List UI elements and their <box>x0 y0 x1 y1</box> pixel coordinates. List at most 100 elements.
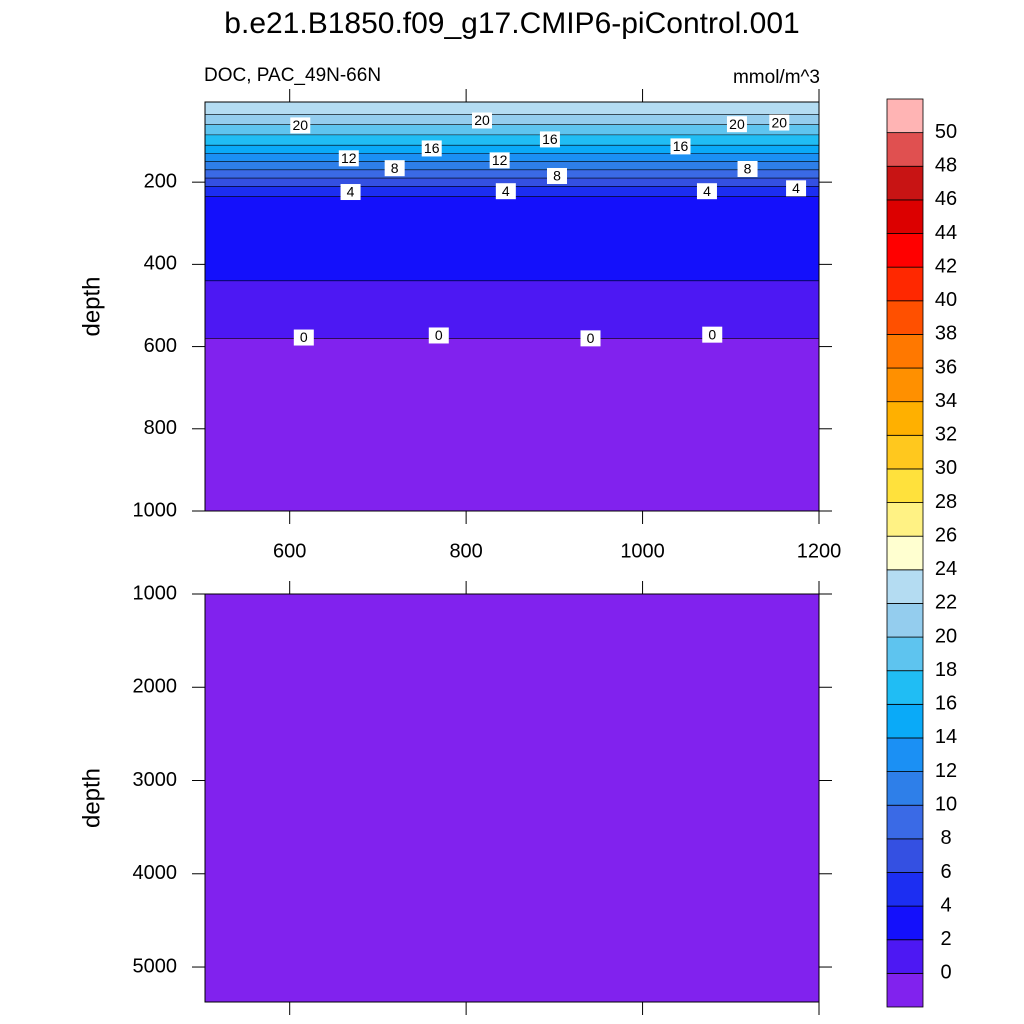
contour-band <box>205 594 819 1002</box>
contour-label-box <box>384 160 405 177</box>
contour-label: 20 <box>729 116 745 132</box>
colorbar-label: 36 <box>935 356 957 378</box>
colorbar-label: 18 <box>935 659 957 681</box>
contour-label: 16 <box>673 138 689 154</box>
y-tick-label: 2000 <box>133 676 178 698</box>
x-tick-label: 600 <box>273 540 306 562</box>
contour-label-box <box>670 138 691 155</box>
colorbar-box <box>886 367 924 403</box>
y-tick-label: 3000 <box>133 769 178 791</box>
contour-label: 8 <box>553 168 561 184</box>
colorbar-label: 38 <box>935 323 957 345</box>
contour-label-box <box>580 330 601 347</box>
plot-frame <box>204 101 820 512</box>
contour-label: 4 <box>347 184 355 200</box>
colorbar-box <box>886 434 924 470</box>
colorbar-label: 2 <box>940 928 951 950</box>
contour-label: 12 <box>341 150 357 166</box>
contour-band <box>205 145 819 154</box>
colorbar-box <box>886 334 924 369</box>
colorbar-label: 46 <box>935 188 957 210</box>
colorbar-box <box>886 266 924 302</box>
contour-label: 0 <box>435 327 443 343</box>
contour-label: 8 <box>391 160 399 176</box>
colorbar-label: 48 <box>935 155 957 177</box>
colorbar-box <box>886 569 924 604</box>
contour-label-box <box>428 327 449 344</box>
contour-label: 16 <box>424 140 440 156</box>
contour-band <box>205 153 819 163</box>
colorbar-box <box>886 502 924 537</box>
contour-band <box>205 178 819 187</box>
colorbar-box <box>886 165 924 201</box>
x-tick-label: 800 <box>449 540 482 562</box>
contour-label-box <box>489 152 510 169</box>
y-tick-label: 1000 <box>133 582 178 604</box>
y-tick-label: 600 <box>144 335 177 357</box>
colorbar-label: 12 <box>935 760 957 782</box>
contour-label: 20 <box>772 114 788 130</box>
contour-label-box <box>696 183 717 200</box>
plot-area <box>205 594 819 1002</box>
y-tick-label: 4000 <box>133 862 178 884</box>
contour-label: 20 <box>292 117 308 133</box>
colorbar-box <box>886 535 924 571</box>
contour-label-box <box>546 167 567 184</box>
colorbar-label: 30 <box>935 457 957 479</box>
contour-band <box>205 196 819 282</box>
colorbar-label: 28 <box>935 491 957 513</box>
contour-label-box <box>769 114 790 131</box>
contour-label-box <box>737 161 758 178</box>
contour-label-box <box>340 184 361 201</box>
colorbar-box <box>886 132 924 167</box>
colorbar-label: 20 <box>935 625 957 647</box>
y-tick-label: 200 <box>144 170 177 192</box>
contour-label: 4 <box>502 183 510 199</box>
contour-band <box>205 102 819 115</box>
y-tick-label: 800 <box>144 417 177 439</box>
contour-label-box <box>472 112 493 129</box>
contour-label-box <box>786 180 807 197</box>
contour-label-box <box>539 131 560 148</box>
colorbar-box <box>886 737 924 772</box>
contour-band <box>205 169 819 179</box>
contour-label: 4 <box>792 180 800 196</box>
contour-band <box>205 124 819 136</box>
colorbar-box <box>886 872 924 907</box>
y-tick-label: 5000 <box>133 955 178 977</box>
colorbar-box <box>886 939 924 974</box>
colorbar-box <box>886 905 924 941</box>
contour-band <box>205 114 819 126</box>
colorbar-box <box>886 703 924 739</box>
y-axis-label: depth <box>78 768 105 828</box>
contour-band <box>205 161 819 171</box>
plot-frame <box>204 593 820 1003</box>
colorbar-label: 0 <box>940 962 951 984</box>
colorbar-box <box>886 233 924 268</box>
colorbar-label: 16 <box>935 693 957 715</box>
colorbar-box <box>886 838 924 873</box>
plot-area: 20 20 16 20 20 12 16 12 16 8 8 8 4 4 4 4 0 0 0 0 <box>205 102 819 511</box>
contour-label-box <box>495 183 516 200</box>
contour-label: 0 <box>708 326 716 342</box>
x-tick-label: 1000 <box>620 540 665 562</box>
contour-band <box>205 338 819 511</box>
colorbar-box <box>886 771 924 806</box>
contour-band <box>205 134 819 146</box>
y-tick-label: 1000 <box>133 499 178 521</box>
colorbar-box <box>886 804 924 840</box>
colorbar-label: 34 <box>935 390 957 412</box>
colorbar-box <box>886 636 924 672</box>
colorbar-label: 44 <box>935 222 957 244</box>
colorbar-box <box>886 468 924 503</box>
contour-label: 0 <box>300 329 308 345</box>
colorbar-label: 24 <box>935 558 957 580</box>
colorbar-label: 4 <box>940 894 951 916</box>
colorbar-label: 8 <box>940 827 951 849</box>
colorbar-label: 14 <box>935 726 957 748</box>
colorbar-box <box>886 670 924 705</box>
colorbar-label: 26 <box>935 524 957 546</box>
colorbar-box <box>886 199 924 234</box>
contour-label: 16 <box>542 131 558 147</box>
